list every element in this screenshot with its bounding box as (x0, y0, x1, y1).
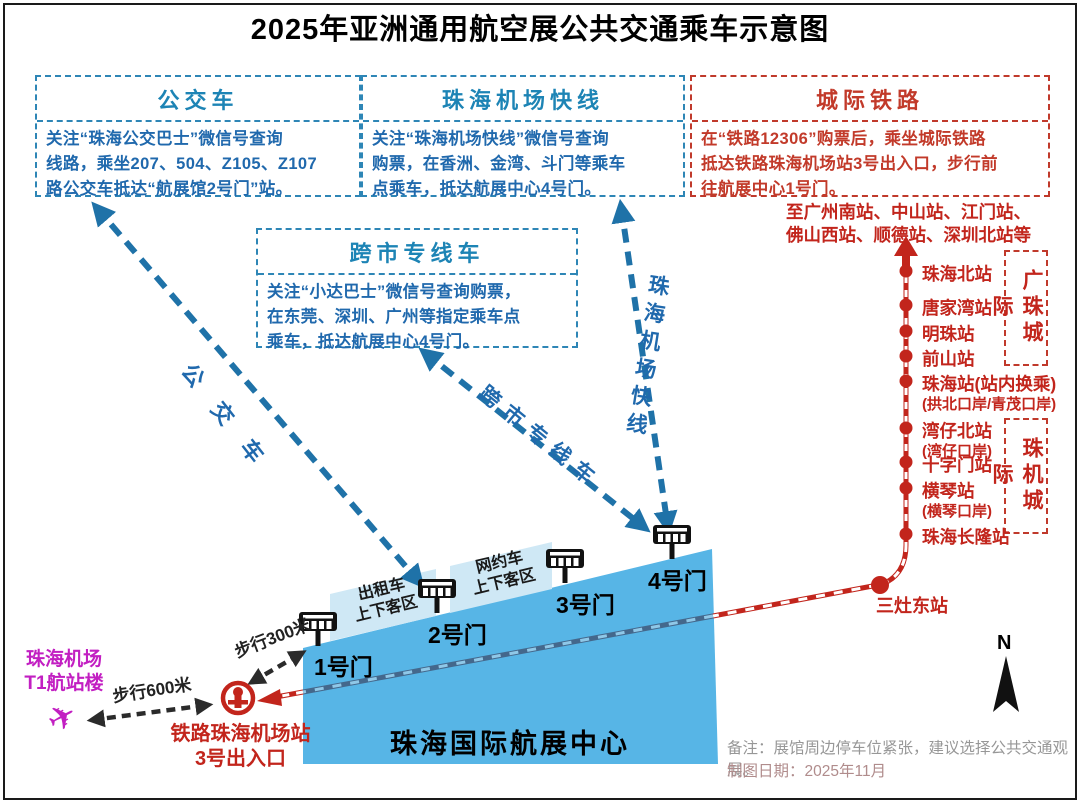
gate-2-icon (418, 579, 456, 613)
station-dot (899, 421, 913, 435)
station-dot (899, 481, 913, 495)
gate-4-icon (653, 525, 691, 559)
gate-2-label: 2号门 (428, 622, 487, 648)
station-note: (拱北口岸/青茂口岸) (922, 396, 1057, 413)
remark-note: 备注：展馆周边停车位紧张，建议选择公共交通观展。 (727, 740, 1069, 779)
airport-terminal-label: 珠海机场 T1航站楼 (24, 649, 104, 694)
rail-destinations-label: 至广州南站、中山站、江门站、 佛山西站、顺德站、深圳北站等 (786, 202, 1031, 245)
bus-info-title: 公交车 (37, 77, 359, 122)
walk-300-arrow (247, 650, 307, 685)
station-dot (899, 374, 913, 388)
gate-3-label: 3号门 (556, 592, 615, 618)
compass-arrow-icon (993, 656, 1019, 712)
cross-city-info-title: 跨市专线车 (258, 230, 576, 275)
date-note: 制图日期：2025年11月 (727, 763, 887, 780)
bus-info-body: 关注“珠海公交巴士”微信号查询 线路，乘坐207、504、Z105、Z107 路… (46, 130, 318, 198)
line-badge-zhuji: 珠机城际 (990, 418, 1048, 534)
gate-3-icon (546, 549, 584, 583)
station-label: 珠海站(站内换乘) (922, 374, 1057, 394)
airport-express-info-title: 珠海机场快线 (363, 77, 683, 122)
junction-station-label: 三灶东站 (876, 596, 948, 616)
station-dot (899, 264, 913, 278)
gate-4-label: 4号门 (648, 568, 707, 594)
station-label: 十字门站 (922, 455, 992, 475)
ride-hailing-area-shape (450, 542, 552, 613)
station-label: 珠海北站 (922, 264, 992, 284)
airport-express-route-arrow (611, 198, 678, 536)
line-badge-guangzhu: 广珠城际 (990, 250, 1048, 366)
intercity-rail-info-body: 在“铁路12306”购票后，乘坐城际铁路 抵达铁路珠海机场站3号出入口，步行前 … (701, 130, 998, 198)
station-note: (横琴口岸) (922, 503, 992, 520)
bus-route-arrow (91, 201, 425, 589)
cross-city-info-body: 关注“小达巴士”微信号查询购票， 在东莞、深圳、广州等指定乘车点 乘车，抵达航展… (267, 283, 521, 351)
station-dot (899, 527, 913, 541)
walk-600-arrow (86, 697, 214, 728)
junction-station-dot (871, 576, 889, 594)
station-label: 珠海长隆站 (922, 527, 1010, 547)
station-dot (899, 298, 913, 312)
page-title: 2025年亚洲通用航空展公共交通乘车示意图 (250, 14, 830, 46)
airport-express-info-box: 珠海机场快线 关注“珠海机场快线”微信号查询 购票，在香洲、金湾、斗门等乘车 点… (361, 75, 685, 198)
intercity-rail-info-title: 城际铁路 (692, 77, 1048, 122)
station-label: 湾仔北站 (922, 421, 992, 441)
station-dot (899, 455, 913, 469)
venue-shape (303, 549, 718, 764)
station-label: 明珠站 (922, 324, 975, 344)
rail-to-station-arrow (257, 689, 282, 706)
station-dots (871, 264, 913, 594)
cross-city-route-arrow (418, 347, 651, 533)
station-label: 横琴站 (922, 481, 975, 501)
airport-express-info-body: 关注“珠海机场快线”微信号查询 购票，在香洲、金湾、斗门等乘车 点乘车，抵达航展… (372, 130, 626, 198)
railway-logo-icon (220, 680, 256, 716)
station-note: (湾仔口岸) (922, 443, 992, 460)
gate-1-label: 1号门 (314, 654, 373, 680)
rail-station-exit-label: 铁路珠海机场站 3号出入口 (170, 723, 311, 770)
station-label: 前山站 (922, 349, 975, 369)
rail-up-arrow-icon (894, 236, 918, 270)
station-dot (899, 324, 913, 338)
compass-label: N (997, 632, 1012, 654)
station-dot (899, 349, 913, 363)
venue-name: 珠海国际航展中心 (390, 729, 630, 759)
cross-city-info-box: 跨市专线车 关注“小达巴士”微信号查询购票， 在东莞、深圳、广州等指定乘车点 乘… (256, 228, 578, 351)
station-label: 唐家湾站 (922, 298, 992, 318)
intercity-rail-info-box: 城际铁路 在“铁路12306”购票后，乘坐城际铁路 抵达铁路珠海机场站3号出入口… (690, 75, 1050, 198)
bus-info-box: 公交车 关注“珠海公交巴士”微信号查询 线路，乘坐207、504、Z105、Z1… (35, 75, 361, 198)
gate-1-icon (299, 612, 337, 646)
